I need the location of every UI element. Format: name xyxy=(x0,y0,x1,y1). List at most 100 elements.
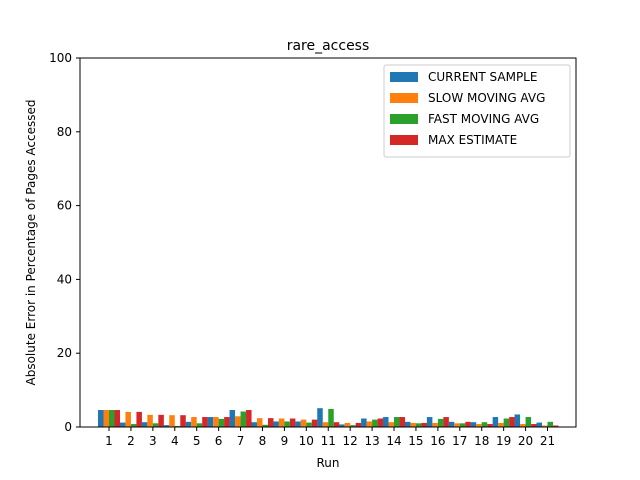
legend-swatch xyxy=(390,72,418,82)
y-tick-label: 80 xyxy=(57,125,72,139)
bar xyxy=(196,423,203,427)
bar xyxy=(235,416,241,427)
bar xyxy=(295,421,301,427)
y-tick-label: 0 xyxy=(64,420,72,434)
bar xyxy=(547,421,553,427)
bar xyxy=(542,425,548,427)
bar xyxy=(344,422,351,427)
bar xyxy=(185,421,192,427)
y-tick-label: 60 xyxy=(57,199,72,213)
bar xyxy=(240,411,247,427)
bar xyxy=(262,424,268,427)
bar xyxy=(355,422,362,427)
bar xyxy=(191,417,197,427)
x-tick-label: 21 xyxy=(540,434,555,448)
bar xyxy=(202,417,208,427)
x-tick-label: 17 xyxy=(452,434,467,448)
bar xyxy=(141,422,148,427)
bar xyxy=(158,414,164,427)
bar xyxy=(103,410,109,427)
bar xyxy=(498,422,504,427)
bar xyxy=(152,423,159,427)
bar xyxy=(98,410,104,427)
x-tick-label: 8 xyxy=(259,434,267,448)
bar xyxy=(553,425,559,427)
bar xyxy=(443,417,449,427)
legend: CURRENT SAMPLE SLOW MOVING AVG FAST MOVING… xyxy=(383,64,571,158)
bar xyxy=(459,423,466,427)
x-tick-label: 5 xyxy=(193,434,201,448)
legend-label: MAX ESTIMATE xyxy=(428,133,517,147)
bar xyxy=(256,418,263,427)
x-tick-label: 1 xyxy=(105,434,113,448)
bar xyxy=(404,421,411,427)
bar xyxy=(251,422,257,427)
plot-frame xyxy=(79,57,577,428)
legend-label: SLOW MOVING AVG xyxy=(428,91,545,105)
bar xyxy=(273,421,279,427)
bar xyxy=(415,423,422,427)
bar xyxy=(218,418,225,427)
bar xyxy=(394,417,400,427)
bar xyxy=(476,424,482,427)
x-tick-label: 7 xyxy=(237,434,245,448)
legend-swatch xyxy=(390,93,418,103)
bar xyxy=(536,422,542,427)
bar xyxy=(377,418,384,427)
bar xyxy=(503,418,510,427)
bar xyxy=(224,417,230,427)
x-axis: 1 2 3 4 5 6 7 8 9 10 11 12 13 14 15 16 17 18 19 20 21 xyxy=(105,427,555,448)
bar xyxy=(410,422,416,427)
bar xyxy=(487,424,493,427)
bar xyxy=(136,411,142,427)
bar xyxy=(454,423,460,427)
y-tick-label: 40 xyxy=(57,272,72,286)
bar xyxy=(267,418,274,427)
bar xyxy=(509,417,515,427)
bar xyxy=(213,417,219,427)
x-tick-label: 19 xyxy=(496,434,511,448)
chart-title: rare_access xyxy=(287,38,370,54)
bar xyxy=(366,421,373,427)
legend-label: CURRENT SAMPLE xyxy=(428,70,537,84)
x-tick-label: 10 xyxy=(299,434,314,448)
bar xyxy=(317,408,323,427)
bars-group xyxy=(98,408,559,427)
bar xyxy=(399,417,406,427)
bar xyxy=(481,422,488,427)
bar xyxy=(372,419,378,427)
bar xyxy=(350,425,356,427)
x-tick-label: 16 xyxy=(430,434,445,448)
bar xyxy=(432,422,438,427)
x-tick-label: 9 xyxy=(281,434,289,448)
bar xyxy=(333,422,340,427)
bar xyxy=(465,421,471,427)
bar xyxy=(229,410,236,427)
bar xyxy=(207,417,214,427)
bar xyxy=(289,418,296,427)
y-tick-label: 20 xyxy=(57,346,72,360)
bar xyxy=(328,408,334,427)
x-axis-label: Run xyxy=(316,456,339,470)
bar xyxy=(421,422,427,427)
bar xyxy=(514,414,521,427)
bar xyxy=(130,424,137,427)
bar xyxy=(246,410,252,427)
bar xyxy=(169,415,175,427)
x-tick-label: 11 xyxy=(321,434,336,448)
bar xyxy=(520,424,526,427)
bar xyxy=(426,417,433,427)
bar xyxy=(470,422,477,427)
bar xyxy=(278,418,285,427)
bar xyxy=(125,411,131,427)
bar xyxy=(119,422,126,427)
bar xyxy=(525,417,532,427)
x-tick-label: 4 xyxy=(171,434,179,448)
legend-swatch xyxy=(390,114,418,124)
legend-box xyxy=(383,64,571,158)
bar xyxy=(388,422,395,427)
bar xyxy=(311,419,318,427)
bar xyxy=(300,419,307,427)
bar xyxy=(180,415,186,427)
y-axis-label: Absolute Error in Percentage of Pages Ac… xyxy=(24,100,38,386)
